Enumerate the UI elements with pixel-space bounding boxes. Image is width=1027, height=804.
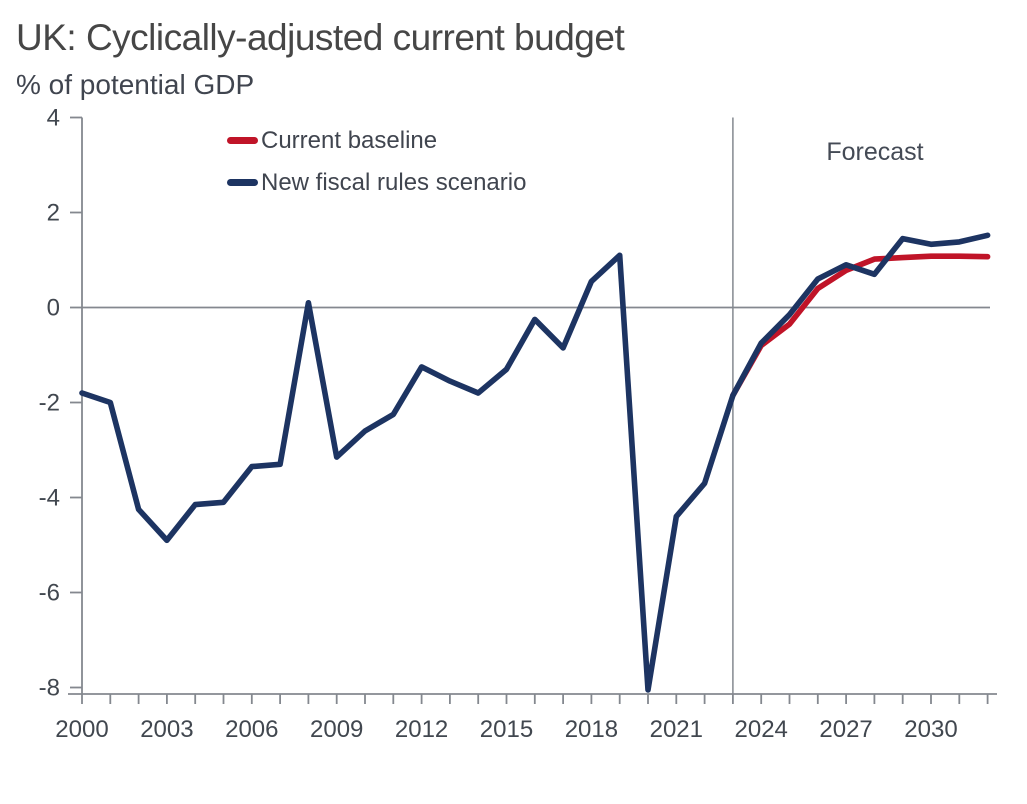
- x-tick-label: 2003: [140, 716, 193, 743]
- x-tick-label: 2009: [310, 716, 363, 743]
- x-tick-label: 2012: [395, 716, 448, 743]
- chart-title: UK: Cyclically-adjusted current budget: [16, 17, 625, 58]
- x-tick-label: 2015: [480, 716, 533, 743]
- y-tick-label: -8: [39, 675, 60, 702]
- x-tick-label: 2018: [565, 716, 618, 743]
- legend-label-new-fiscal-rules: New fiscal rules scenario: [261, 168, 527, 196]
- legend-item-new-fiscal-rules: New fiscal rules scenario: [227, 168, 527, 196]
- legend-label-current-baseline: Current baseline: [261, 126, 438, 154]
- forecast-region-label: Forecast: [826, 138, 924, 166]
- y-tick-label: -6: [39, 580, 60, 607]
- legend-item-current-baseline: Current baseline: [227, 126, 438, 154]
- x-tick-label: 2027: [819, 716, 872, 743]
- y-tick-label: 4: [47, 105, 60, 132]
- chart-subtitle: % of potential GDP: [16, 69, 255, 100]
- y-tick-label: 2: [47, 200, 60, 227]
- x-tick-label: 2000: [55, 716, 108, 743]
- y-tick-label: -2: [39, 390, 60, 417]
- x-tick-label: 2024: [735, 716, 788, 743]
- series-line-new-fiscal-rules-scenario: [79, 232, 991, 693]
- y-tick-label: -4: [39, 485, 60, 512]
- x-tick-label: 2006: [225, 716, 278, 743]
- x-tick-label: 2021: [650, 716, 703, 743]
- legend-swatch-current-baseline: [227, 137, 258, 144]
- series-line-current-baseline: [730, 253, 991, 399]
- x-tick-label: 2030: [904, 716, 957, 743]
- y-tick-label: 0: [47, 295, 60, 322]
- legend-swatch-new-fiscal-rules: [227, 179, 258, 186]
